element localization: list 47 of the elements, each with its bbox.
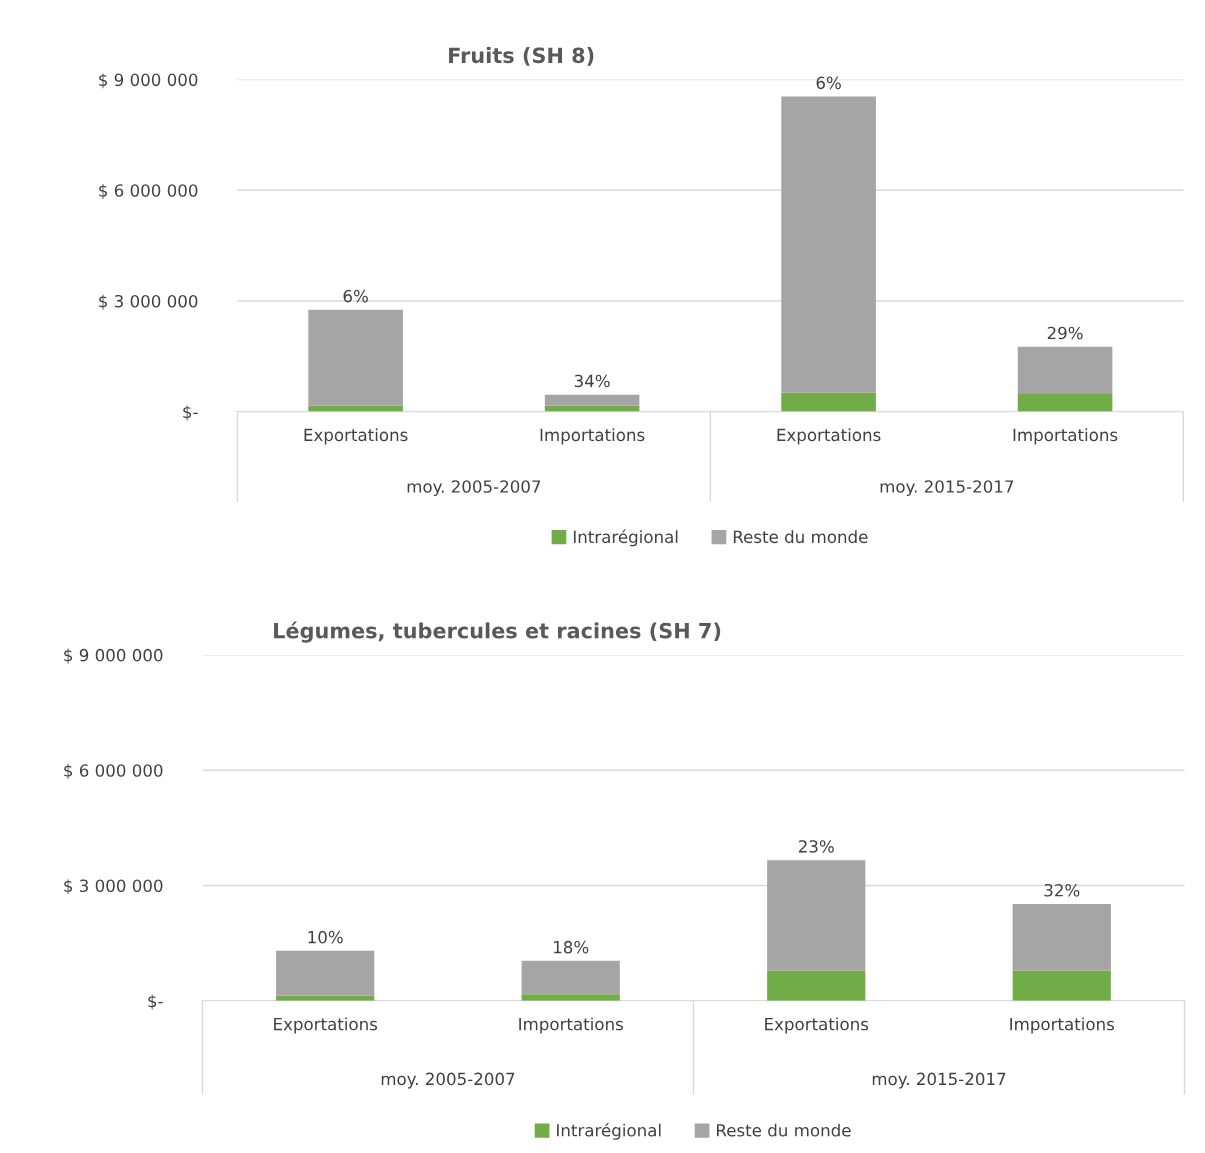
x-tick-label: Exportations — [765, 1017, 869, 1034]
legend-label: Intrarégional — [557, 1123, 661, 1140]
legend-label: Intrarégional — [573, 529, 678, 547]
x-tick-label: Importations — [1013, 428, 1118, 445]
x-tick-label: Importations — [540, 428, 645, 445]
annotation: 6% — [816, 76, 841, 90]
bar — [276, 950, 375, 996]
annotation: 18% — [554, 940, 589, 954]
text: moy. 2015-2017 — [880, 480, 1014, 497]
text: moy. 2005-2007 — [407, 480, 541, 497]
legend-label: Reste du monde — [717, 1123, 851, 1137]
annotation: 6% — [343, 289, 368, 303]
text: moy. 2015-2017 — [872, 1072, 1006, 1089]
bar — [781, 96, 876, 393]
legend-label: Reste du monde — [733, 530, 868, 544]
text: moy. 2005-2007 — [381, 1072, 515, 1089]
y-tick-label: $ 6 000 000 — [64, 763, 163, 779]
bar — [521, 994, 620, 1001]
bar — [767, 970, 866, 1001]
annotation: 34% — [574, 374, 610, 388]
bar — [1017, 393, 1113, 412]
bar — [544, 394, 640, 406]
y-tick-label: $- — [148, 994, 163, 1010]
bar — [767, 860, 866, 971]
y-tick-label: $ 3 000 000 — [64, 879, 163, 895]
y-tick-label: $ 6 000 000 — [99, 183, 198, 200]
y-tick-label: $ 3 000 000 — [99, 294, 198, 310]
y-tick-label: $ 9 000 000 — [64, 648, 163, 664]
y-tick-label: $ 9 000 000 — [99, 73, 198, 89]
chart-title: Fruits (SH 8) — [449, 47, 594, 66]
x-tick-label: Importations — [519, 1017, 623, 1034]
bar — [521, 960, 620, 995]
bar — [1012, 903, 1111, 971]
x-tick-label: Exportations — [304, 428, 408, 445]
annotation: 23% — [798, 840, 834, 853]
bar — [1012, 970, 1111, 1001]
x-tick-label: Exportations — [777, 428, 881, 445]
y-tick-label: $- — [183, 405, 198, 421]
bar — [781, 392, 876, 412]
x-tick-label: Importations — [1010, 1017, 1115, 1034]
annotation: 29% — [1047, 326, 1083, 340]
bar — [308, 309, 403, 406]
annotation: 32% — [1044, 883, 1080, 897]
x-tick-label: Exportations — [274, 1017, 378, 1034]
chart-title: Légumes, tubercules et racines (SH 7) — [274, 621, 721, 643]
bar — [1017, 346, 1113, 394]
annotation: 10% — [308, 930, 343, 944]
